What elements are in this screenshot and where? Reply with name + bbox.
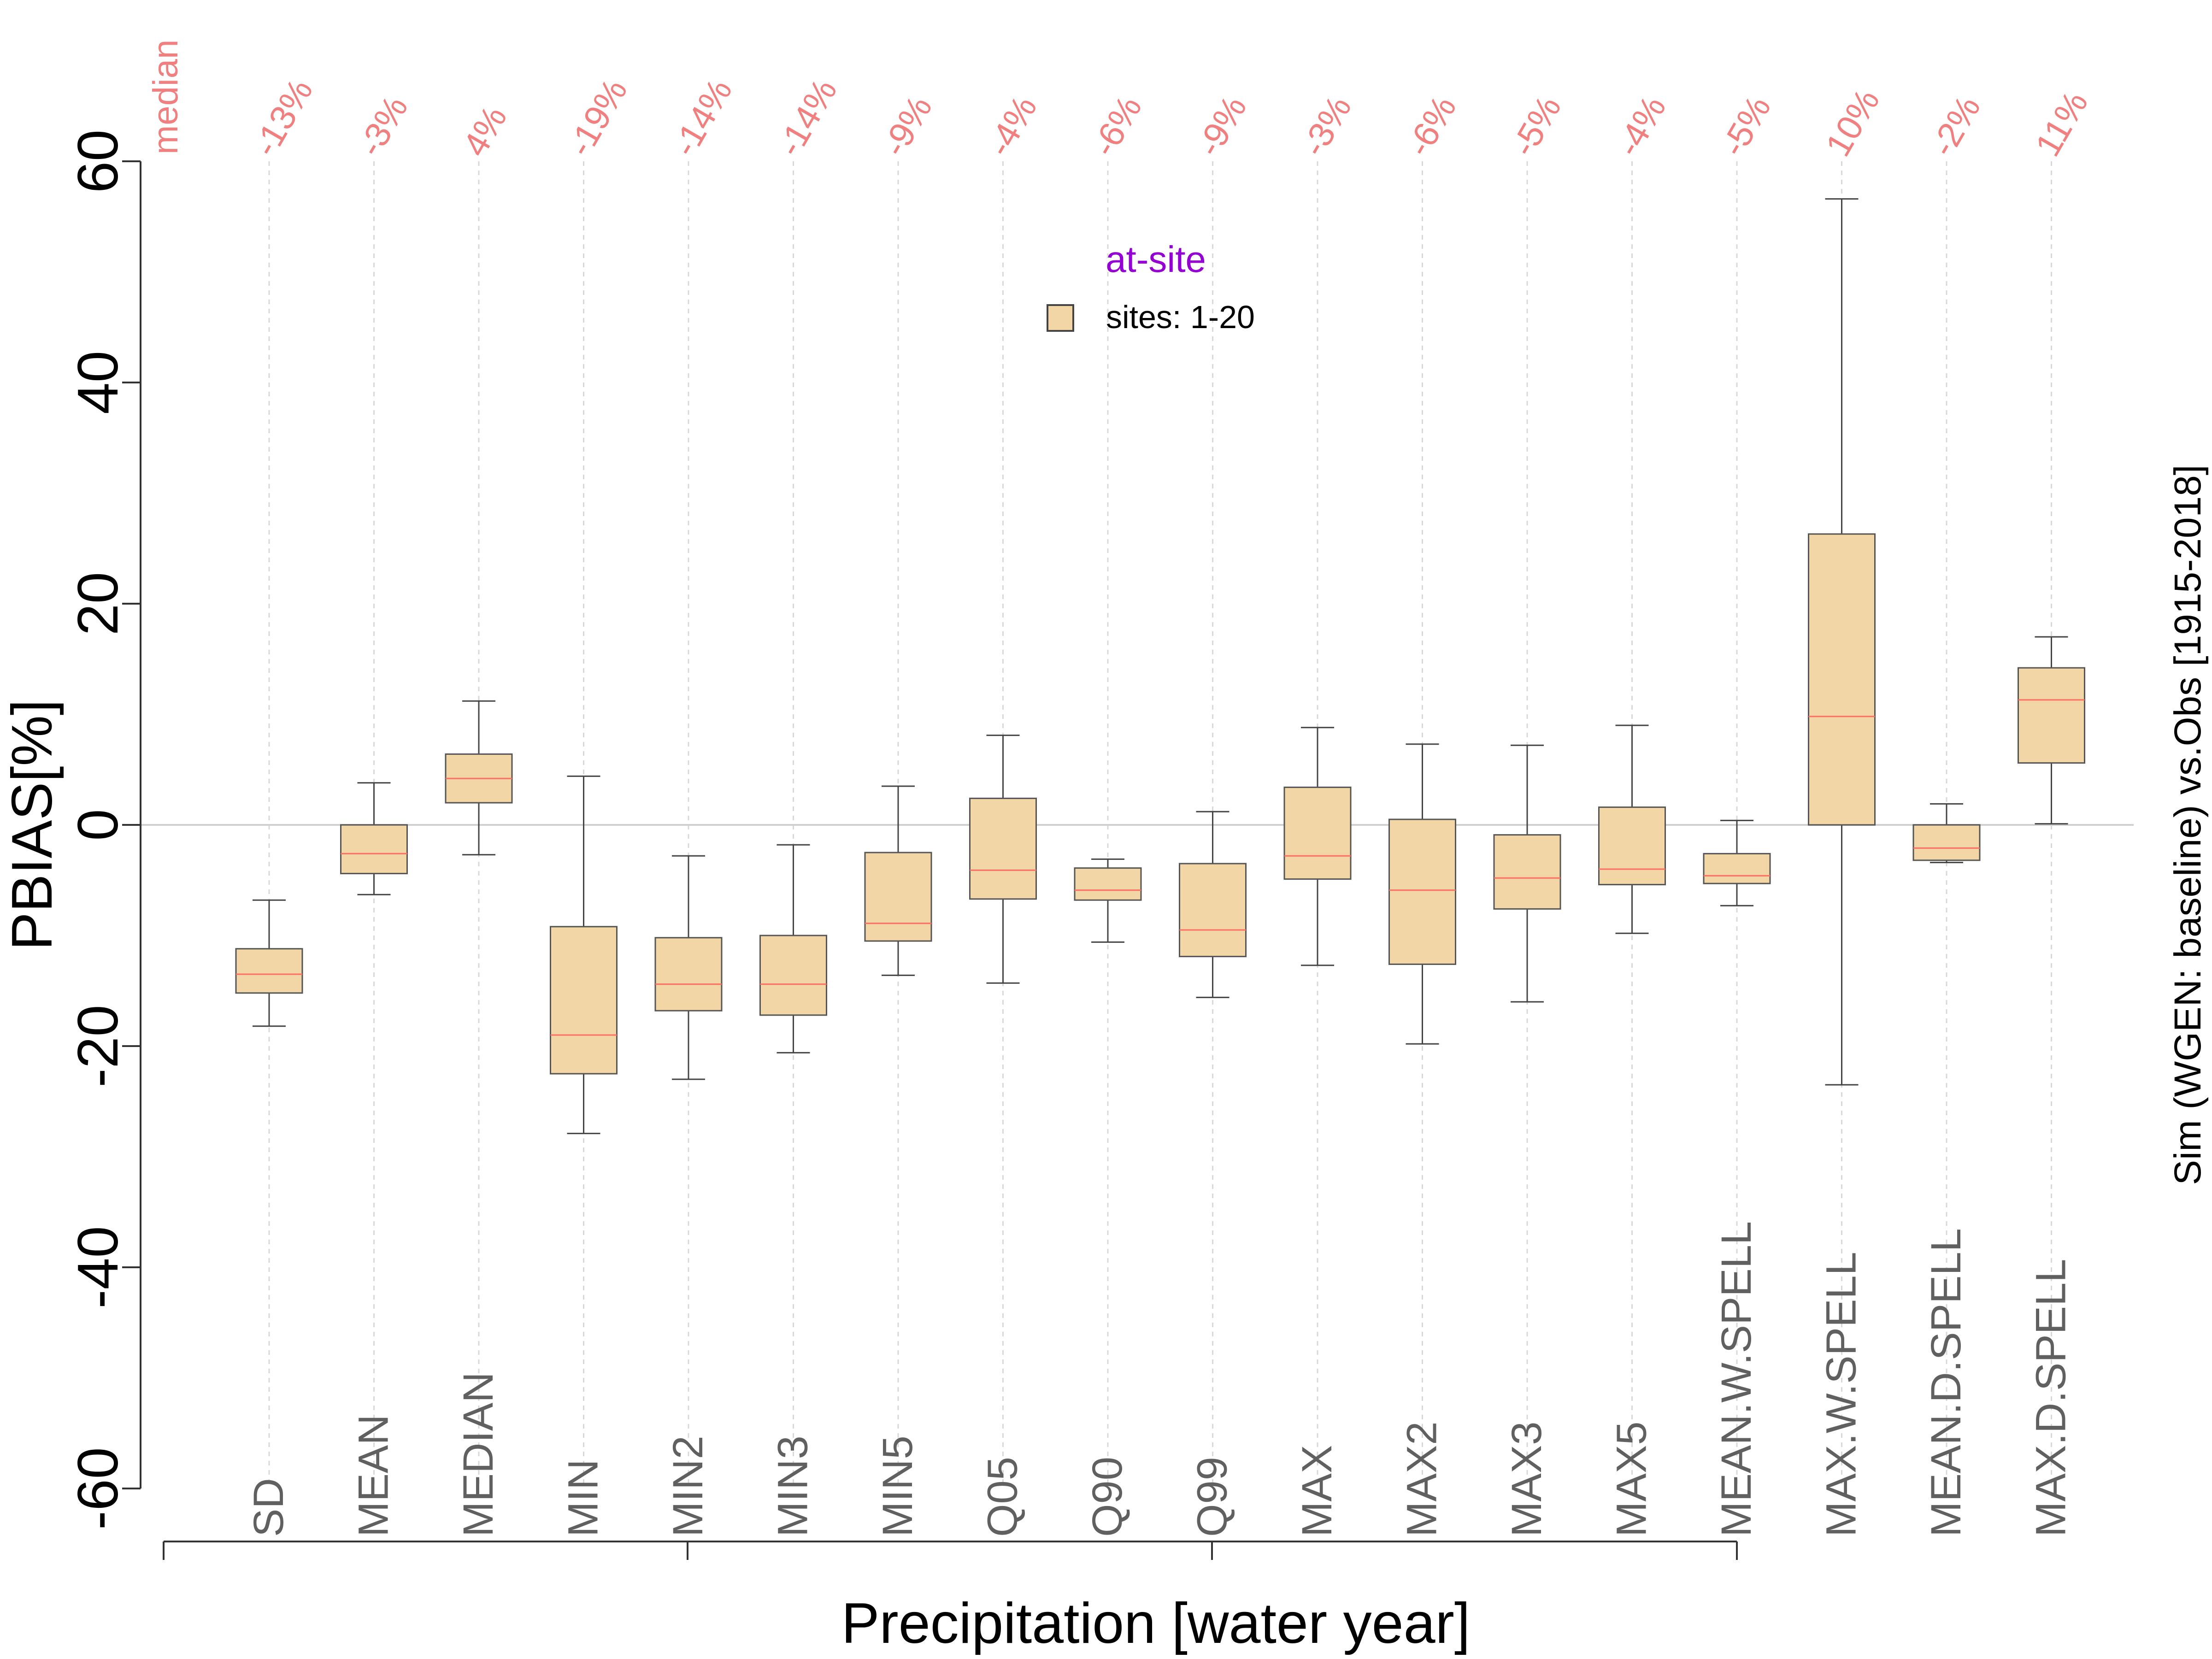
median-pct-label: -14%: [665, 72, 740, 163]
category-label-max-d-spell: MAX.D.SPELL: [2028, 1259, 2075, 1537]
category-label-max-w-spell: MAX.W.SPELL: [1818, 1252, 1865, 1537]
box-q90: [1074, 858, 1142, 943]
box-iqr: [1493, 834, 1561, 910]
box-max: [1283, 727, 1352, 966]
y-axis-title: PBIAS[%]: [0, 700, 64, 950]
category-label-sd: SD: [245, 1478, 292, 1537]
category-label-min2: MIN2: [665, 1435, 712, 1537]
median-pct-label: -13%: [246, 72, 320, 163]
box-min5: [864, 785, 932, 976]
legend-entry: sites: 1-20: [1106, 299, 1255, 335]
box-iqr: [1703, 853, 1771, 884]
box-series: [235, 198, 2085, 1135]
legend-title: at-site: [1106, 239, 1206, 280]
category-label-max: MAX: [1294, 1445, 1341, 1537]
box-iqr: [1179, 863, 1247, 958]
median-pct-label: -2%: [1923, 89, 1988, 163]
legend: at-site sites: 1-20: [1047, 239, 1255, 335]
median-pct-label: -14%: [770, 72, 845, 163]
median-pct-label: -3%: [351, 89, 416, 163]
box-max5: [1598, 724, 1666, 934]
box-iqr: [1598, 806, 1666, 886]
y-tick-label: -60: [66, 1447, 130, 1530]
median-pct-label: -4%: [1609, 89, 1674, 163]
box-mean-d-spell: [1912, 803, 1981, 864]
category-label-mean-w-spell: MEAN.W.SPELL: [1713, 1221, 1760, 1537]
box-iqr: [969, 797, 1037, 900]
box-iqr: [1912, 824, 1981, 861]
box-iqr: [1808, 533, 1876, 826]
median-pct-label: -6%: [1084, 89, 1149, 163]
category-label-mean: MEAN: [350, 1414, 397, 1537]
median-row-label: median: [146, 40, 185, 154]
box-iqr: [550, 926, 618, 1075]
category-label-q99: Q99: [1189, 1457, 1236, 1537]
box-q99: [1179, 811, 1247, 998]
median-pct-label: 4%: [455, 100, 515, 163]
category-label-q05: Q05: [979, 1457, 1026, 1537]
median-pct-label: -5%: [1713, 89, 1778, 163]
median-pct-label: -9%: [1189, 89, 1254, 163]
x-axis-title: Precipitation [water year]: [841, 1592, 1471, 1655]
box-median: [445, 700, 513, 856]
box-iqr: [2018, 667, 2085, 764]
x-axis-bracket: [163, 1541, 1738, 1560]
box-iqr: [864, 852, 932, 942]
box-max2: [1388, 743, 1456, 1045]
y-tick-label: 20: [66, 572, 130, 635]
y-axis: -60 -40 -20 0 20 40 60: [66, 129, 141, 1530]
median-pct-label: 11%: [2028, 85, 2096, 163]
box-max-d-spell: [2018, 636, 2085, 825]
category-label-max5: MAX5: [1608, 1421, 1655, 1537]
y-tick-label: -20: [66, 1005, 130, 1087]
category-label-min3: MIN3: [770, 1435, 817, 1537]
median-pct-label: -6%: [1399, 89, 1464, 163]
legend-swatch: [1047, 304, 1074, 332]
box-iqr: [340, 824, 408, 875]
box-q05: [969, 735, 1037, 984]
box-sd: [235, 899, 303, 1027]
category-label-min: MIN: [560, 1459, 607, 1537]
category-label-max2: MAX2: [1399, 1421, 1446, 1537]
box-iqr: [1074, 867, 1142, 901]
median-pct-label: -19%: [560, 72, 635, 163]
box-min: [550, 775, 618, 1135]
median-percent-labels: -13% -3% 4% -19% -14% -14% -9% -4% -6% -9% -3% -6% -…: [246, 72, 2095, 163]
median-pct-label: -5%: [1504, 89, 1569, 163]
box-max3: [1493, 744, 1561, 1003]
y-tick-label: 0: [66, 809, 130, 841]
box-mean: [340, 782, 408, 895]
box-iqr: [235, 948, 303, 994]
box-iqr: [759, 935, 827, 1016]
median-pct-label: -4%: [980, 89, 1045, 163]
category-label-mean-d-spell: MEAN.D.SPELL: [1923, 1228, 1970, 1537]
y-tick-label: 40: [66, 351, 130, 414]
y-tick-label: -40: [66, 1226, 130, 1308]
box-mean-w-spell: [1703, 819, 1771, 906]
box-min2: [654, 855, 723, 1080]
category-label-min5: MIN5: [874, 1435, 921, 1537]
category-label-median: MEDIAN: [455, 1372, 502, 1537]
median-pct-label: -9%: [875, 89, 940, 163]
right-axis-title: Sim (WGEN: baseline) vs.Obs [1915-2018]: [2167, 465, 2209, 1185]
box-min3: [759, 844, 827, 1053]
box-iqr: [654, 937, 723, 1012]
median-pct-label: 10%: [1818, 82, 1888, 163]
category-labels: SD MEAN MEDIAN MIN MIN2 MIN3 MIN5 Q05 Q90 Q99 MAX M…: [245, 1221, 2075, 1537]
box-iqr: [1388, 818, 1456, 965]
box-max-w-spell: [1808, 198, 1876, 1086]
y-tick-label: 60: [66, 129, 130, 193]
box-iqr: [1283, 786, 1352, 880]
category-label-q90: Q90: [1084, 1457, 1131, 1537]
category-label-max3: MAX3: [1503, 1421, 1550, 1537]
median-pct-label: -3%: [1294, 89, 1359, 163]
